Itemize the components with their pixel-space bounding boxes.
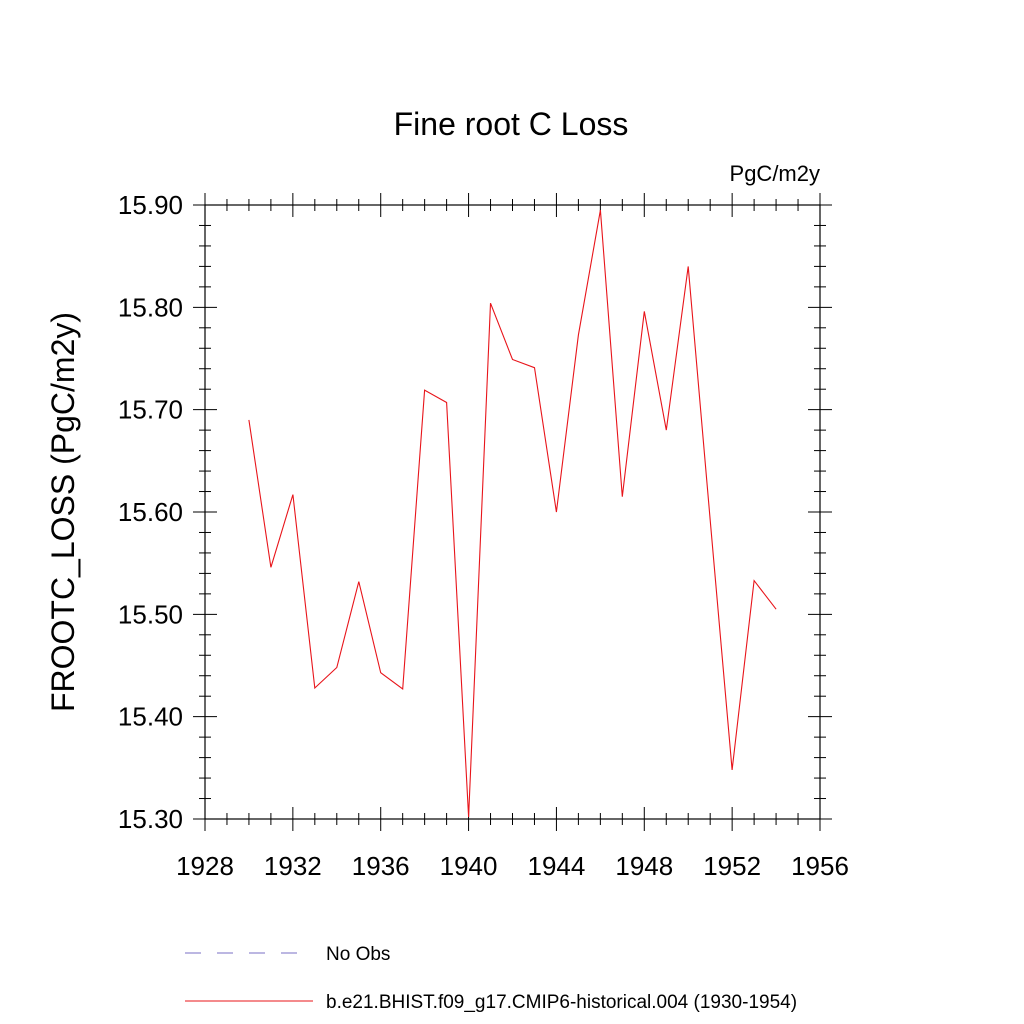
x-tick-label: 1952	[703, 851, 761, 881]
y-tick-label: 15.40	[118, 702, 183, 732]
y-tick-label: 15.80	[118, 292, 183, 322]
y-tick-label: 15.50	[118, 599, 183, 629]
x-tick-labels: 1928 1932 1936 1940 1944 1948 1952 1956	[176, 851, 849, 881]
plot-frame	[204, 204, 821, 820]
x-tick-label: 1944	[528, 851, 586, 881]
x-tick-label: 1928	[176, 851, 234, 881]
series-lines	[248, 210, 777, 818]
y-tick-label: 15.70	[118, 395, 183, 425]
x-tick-label: 1932	[264, 851, 322, 881]
axis-ticks	[193, 193, 832, 831]
chart-title: Fine root C Loss	[394, 106, 629, 142]
series-line-historical	[248, 210, 777, 818]
y-tick-labels: 15.30 15.40 15.50 15.60 15.70 15.80 15.90	[118, 190, 183, 834]
y-tick-label: 15.30	[118, 804, 183, 834]
y-axis-label: FROOTC_LOSS (PgC/m2y)	[45, 312, 81, 712]
x-tick-label: 1948	[615, 851, 673, 881]
units-label: PgC/m2y	[730, 161, 820, 186]
x-tick-label: 1936	[352, 851, 410, 881]
legend: No Obs b.e21.BHIST.f09_g17.CMIP6-histori…	[185, 944, 797, 1013]
y-tick-label: 15.90	[118, 190, 183, 220]
x-tick-label: 1940	[440, 851, 498, 881]
x-tick-label: 1956	[791, 851, 849, 881]
legend-label-historical: b.e21.BHIST.f09_g17.CMIP6-historical.004…	[326, 992, 797, 1013]
y-tick-label: 15.60	[118, 497, 183, 527]
legend-label-no-obs: No Obs	[326, 944, 390, 965]
